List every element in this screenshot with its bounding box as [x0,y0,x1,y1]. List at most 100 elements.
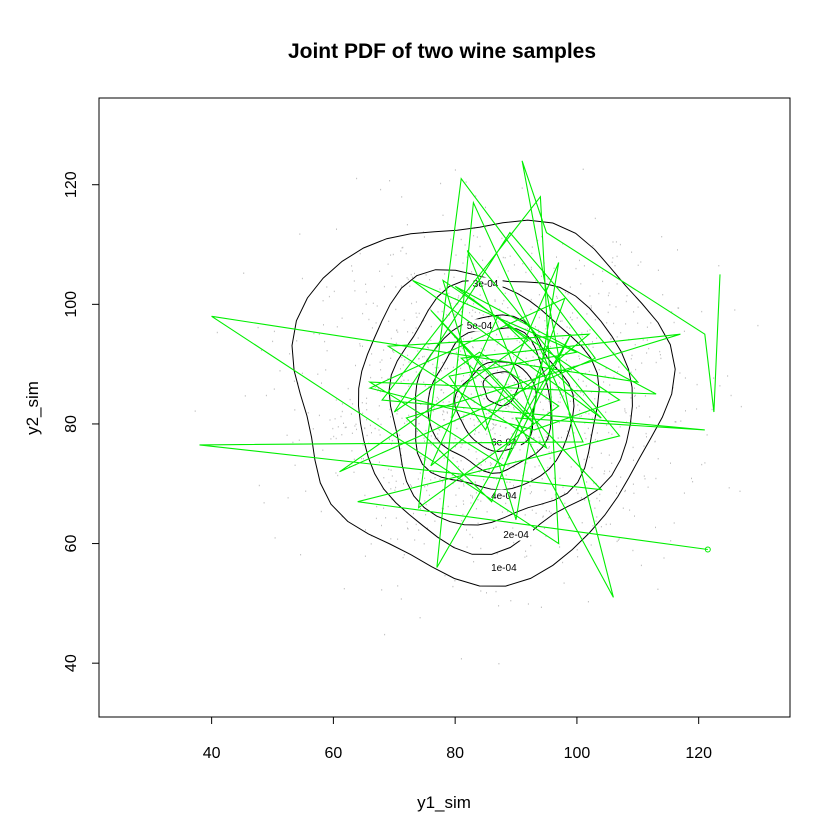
scatter-point [510,368,512,370]
scatter-point [470,502,472,504]
scatter-point [402,246,404,249]
scatter-point [244,395,246,397]
scatter-point [462,294,463,297]
scatter-point [519,341,521,343]
scatter-point [333,290,335,293]
scatter-point [630,358,632,360]
scatter-point [444,293,446,295]
scatter-point [654,440,656,443]
scatter-point [531,246,533,248]
scatter-point [497,276,499,279]
scatter-point [474,433,476,435]
scatter-point [584,432,586,434]
scatter-point [524,463,526,465]
scatter-point [381,589,383,591]
scatter-point [551,388,553,390]
scatter-point [371,327,373,329]
x-tick-label: 80 [446,745,464,762]
scatter-point [495,590,497,593]
scatter-point [487,430,489,433]
scatter-point [576,489,577,491]
scatter-point [475,508,477,510]
scatter-point [461,347,463,350]
scatter-point [466,256,468,258]
scatter-point [394,489,396,492]
scatter-point [363,458,364,460]
scatter-point [538,436,540,439]
scatter-point [600,526,602,528]
scatter-point [296,340,298,342]
scatter-point [378,405,380,407]
scatter-point [499,406,501,409]
scatter-point [554,376,556,378]
scatter-point [685,410,686,412]
y-tick-label: 80 [63,415,80,433]
scatter-point [561,320,563,322]
scatter-point [616,540,618,543]
scatter-point [507,510,509,513]
scatter-point [496,343,498,346]
scatter-point [701,310,703,313]
scatter-point [499,363,501,365]
scatter-point [474,482,476,484]
scatter-point [595,520,597,522]
scatter-point [563,492,565,494]
scatter-point [425,384,426,386]
scatter-point [458,295,460,297]
scatter-point [499,472,501,475]
scatter-point [513,356,515,358]
scatter-point [614,265,616,267]
scatter-point [420,455,422,458]
scatter-point [437,433,439,435]
scatter-point [434,477,436,479]
scatter-point [443,411,445,413]
scatter-point [535,280,537,282]
scatter-point [586,330,588,332]
scatter-point [677,307,679,309]
scatter-point [452,585,454,588]
scatter-point [473,399,475,401]
contour-line [388,279,600,526]
scatter-point [537,347,539,349]
scatter-point [532,356,534,358]
scatter-point [719,385,721,387]
scatter-point [433,407,435,409]
scatter-point [473,424,475,427]
scatter-point [553,267,555,269]
scatter-point [391,498,393,501]
scatter-point [305,490,307,492]
scatter-point [454,313,456,316]
scatter-point [569,316,571,319]
scatter-point [556,295,558,298]
scatter-point [513,408,515,410]
scatter-point [549,393,551,395]
scatter-point [592,245,594,247]
scatter-point [486,511,488,513]
scatter-point [613,376,615,378]
scatter-point [377,418,379,420]
scatter-point [613,351,615,354]
scatter-point [476,458,478,460]
scatter-point [637,264,639,266]
scatter-point [446,411,448,413]
scatter-point [549,346,551,348]
scatter-point [584,499,586,501]
scatter-point [454,336,456,338]
scatter-point [489,407,491,410]
scatter-point [630,397,632,399]
scatter-point [362,412,364,414]
scatter-point [561,436,562,439]
scatter-point [513,541,515,544]
scatter-point [258,484,260,487]
scatter-point [430,308,432,311]
scatter-point [395,342,397,344]
scatter-point [500,397,502,400]
scatter-point [539,352,541,355]
scatter-point [257,326,259,329]
scatter-point [460,346,462,348]
scatter-point [477,363,479,365]
scatter-point [508,405,510,408]
scatter-point [437,311,439,313]
scatter-point [460,460,462,462]
x-axis-label: y1_sim [417,793,471,812]
